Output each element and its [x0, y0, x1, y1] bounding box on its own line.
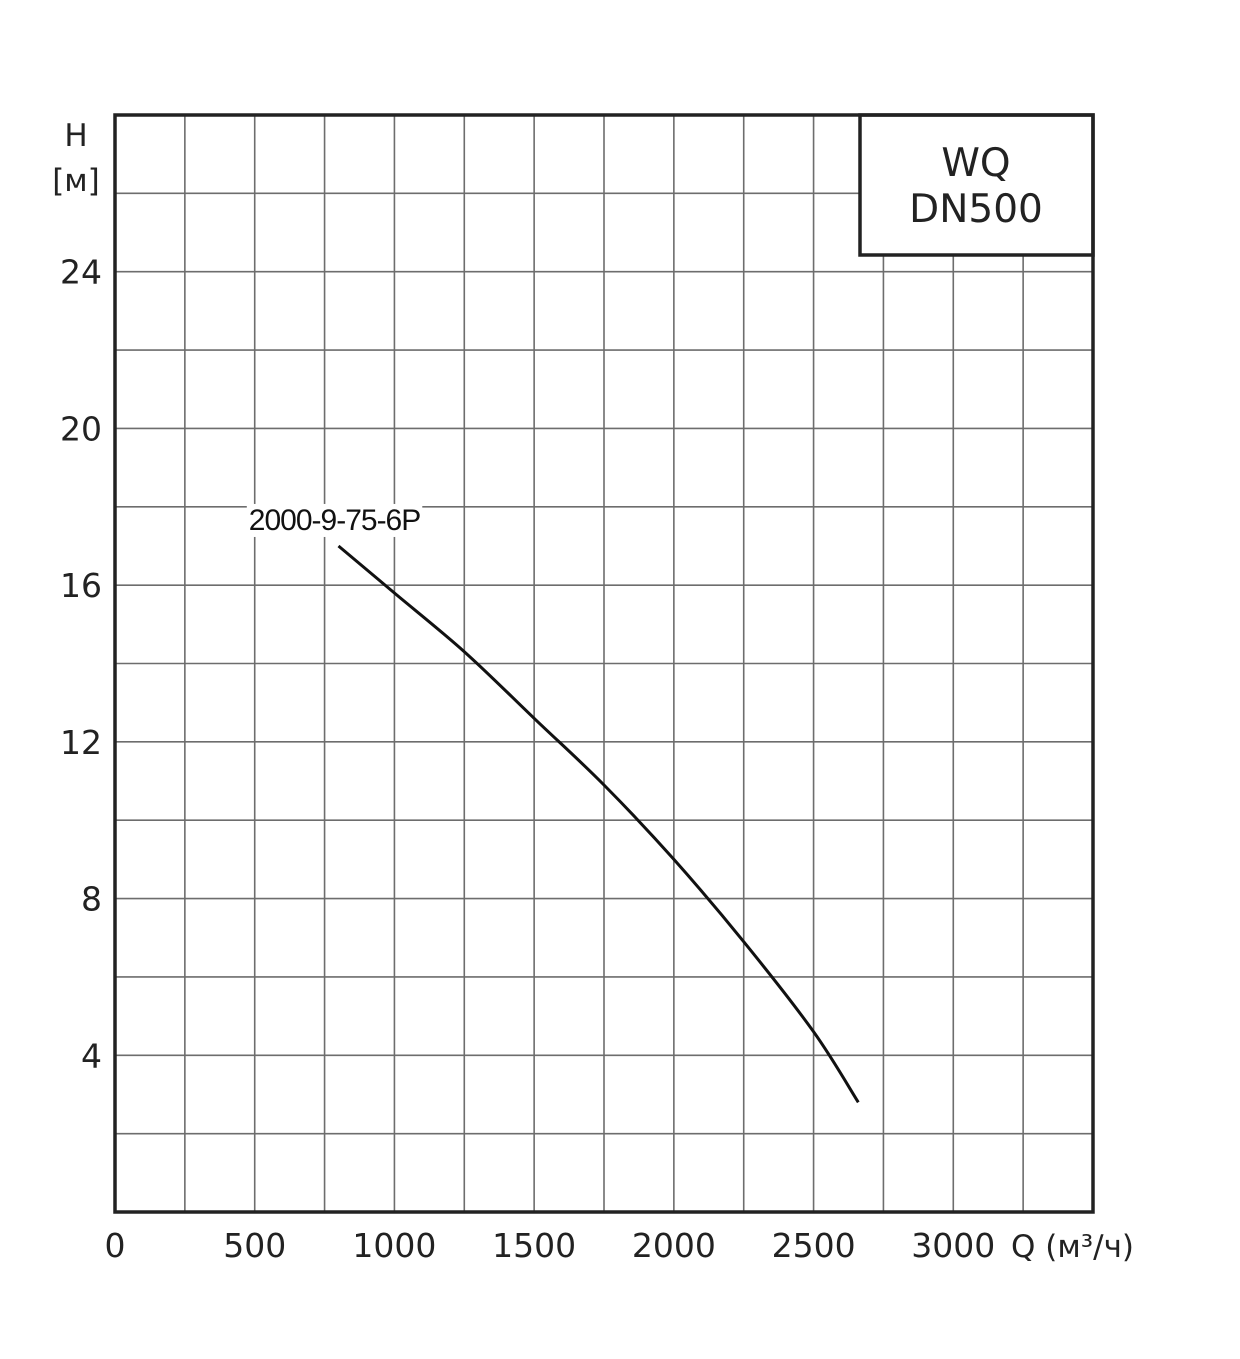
x-tick-label: 0: [105, 1226, 126, 1265]
grid-lines: [115, 115, 1093, 1212]
x-tick-label: 3000: [911, 1226, 995, 1265]
x-tick-label: 2000: [632, 1226, 716, 1265]
y-tick-label: 12: [60, 723, 102, 762]
tick-labels: 0 500 1000 1500 2000 2500 3000 4 8 12 16 20 24: [60, 253, 995, 1265]
series-line: [337, 544, 860, 1104]
x-tick-label: 500: [223, 1226, 286, 1265]
plot-frame: [113, 113, 1095, 1214]
y-tick-label: 20: [60, 409, 102, 448]
series-label-background: [246, 503, 423, 537]
series-label: 2000-9-75-6P: [249, 504, 420, 537]
y-axis-label-line1: H: [64, 118, 87, 154]
y-tick-label: 8: [81, 880, 102, 919]
y-tick-label: 24: [60, 253, 102, 292]
series-layer: 2000-9-75-6P: [246, 503, 860, 1104]
model-box-line1: WQ: [941, 141, 1010, 186]
x-tick-label: 2500: [772, 1226, 856, 1265]
y-axis-label-line2: [м]: [52, 163, 100, 199]
y-tick-label: 4: [81, 1036, 102, 1075]
x-tick-label: 1500: [492, 1226, 576, 1265]
x-axis-label: Q (м³/ч): [1011, 1229, 1134, 1265]
x-tick-label: 1000: [352, 1226, 436, 1265]
y-tick-label: 16: [60, 566, 102, 605]
model-box-line2: DN500: [909, 187, 1043, 232]
